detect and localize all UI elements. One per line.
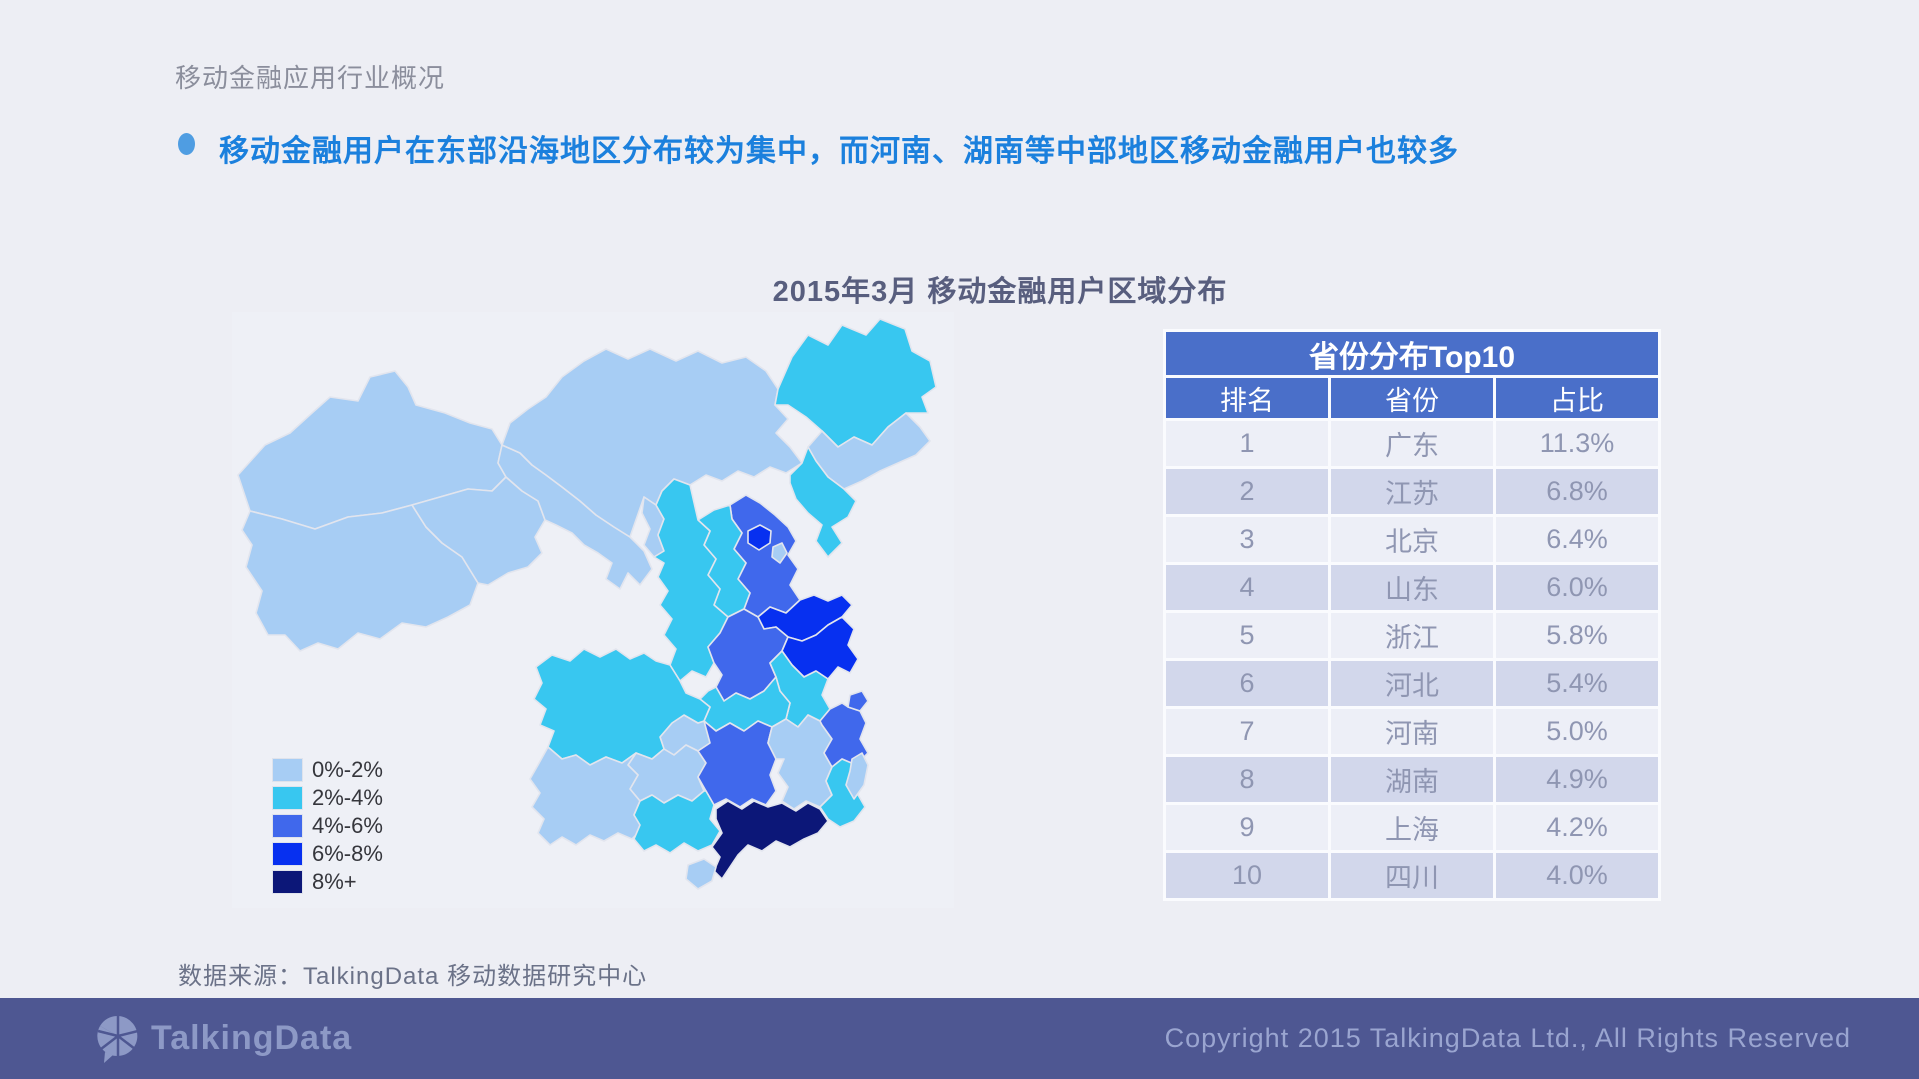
table-cell: 10 [1166,853,1328,898]
province-jiangxi [767,714,833,810]
legend-item-4: 8%+ [272,868,383,896]
table-cell: 8 [1166,757,1328,802]
logo-pie-icon [97,1014,139,1063]
legend-label: 0%-2% [312,757,383,782]
table-cell: 湖南 [1331,757,1493,802]
table-cell: 四川 [1331,853,1493,898]
legend-item-1: 2%-4% [272,784,383,812]
chart-title: 2015年3月 移动金融用户区域分布 [772,276,1228,308]
table-cell: 广东 [1331,421,1493,466]
table-cell: 6 [1166,661,1328,706]
province-guangxi [633,790,721,854]
table-cell: 浙江 [1331,613,1493,658]
table-cell: 5.0% [1496,709,1658,754]
province-shanghai [847,690,869,712]
province-rank-table: 省份分布Top10 排名 省份 占比 1 广东 11.3% 2 江苏 6.8% 3 北京 6.4% 4 山… [1163,329,1661,901]
data-source: 数据来源：TalkingData 移动数据研究中心 [178,963,648,990]
table-title: 省份分布Top10 [1166,332,1658,375]
table-cell: 山东 [1331,565,1493,610]
table-cell: 6.8% [1496,469,1658,514]
province-taiwan [845,752,869,800]
legend-label: 8%+ [312,869,357,894]
province-hunan [697,720,777,808]
table-cell: 4 [1166,565,1328,610]
legend-swatch [272,842,303,866]
table-cell: 3 [1166,517,1328,562]
legend-swatch [272,786,303,810]
page-title: 移动金融应用行业概况 [175,63,446,93]
talkingdata-logo: TalkingData [95,1014,352,1064]
province-neimenggu [501,348,803,538]
province-yunnan [529,746,645,846]
footer-copyright: Copyright 2015 TalkingData Ltd., All Rig… [1164,1023,1851,1053]
province-guangdong [711,800,829,880]
table-cell: 2 [1166,469,1328,514]
legend-item-0: 0%-2% [272,756,383,784]
table-cell: 9 [1166,805,1328,850]
table-cell: 7 [1166,709,1328,754]
province-guizhou [627,744,707,804]
legend-swatch [272,814,303,838]
legend-label: 6%-8% [312,841,383,866]
legend-item-3: 6%-8% [272,840,383,868]
table-cell: 河北 [1331,661,1493,706]
province-sichuan [533,648,711,766]
province-xizang [241,504,479,652]
table-cell: 北京 [1331,517,1493,562]
map-legend: 0%-2% 2%-4% 4%-6% 6%-8% 8%+ [272,756,383,896]
china-choropleth-map [237,318,937,890]
table-column-header: 占比 [1496,378,1658,418]
table-cell: 河南 [1331,709,1493,754]
table-cell: 4.2% [1496,805,1658,850]
legend-label: 2%-4% [312,785,383,810]
province-heilongjiang [774,318,937,448]
table-column-header: 省份 [1331,378,1493,418]
table-cell: 江苏 [1331,469,1493,514]
legend-swatch [272,870,303,894]
table-cell: 1 [1166,421,1328,466]
footer-bar: TalkingData Copyright 2015 TalkingData L… [0,998,1919,1079]
table-cell: 6.4% [1496,517,1658,562]
logo-wordmark: TalkingData [151,1019,353,1057]
table-cell: 5.4% [1496,661,1658,706]
key-finding-bullet: 移动金融用户在东部沿海地区分布较为集中，而河南、湖南等中部地区移动金融用户也较多 [178,126,1459,170]
province-qinghai [411,476,546,586]
table-cell: 4.0% [1496,853,1658,898]
key-finding-text: 移动金融用户在东部沿海地区分布较为集中，而河南、湖南等中部地区移动金融用户也较多 [219,135,1459,168]
bullet-dot-icon [178,133,195,155]
legend-label: 4%-6% [312,813,383,838]
legend-swatch [272,758,303,782]
table-cell: 6.0% [1496,565,1658,610]
province-beijing [747,524,772,551]
province-liaoning [789,446,857,558]
table-cell: 11.3% [1496,421,1658,466]
table-column-header: 排名 [1166,378,1328,418]
table-cell: 5.8% [1496,613,1658,658]
table-cell: 上海 [1331,805,1493,850]
table-cell: 4.9% [1496,757,1658,802]
province-hainan [685,858,717,890]
province-tianjin [771,542,788,564]
table-cell: 5 [1166,613,1328,658]
legend-item-2: 4%-6% [272,812,383,840]
